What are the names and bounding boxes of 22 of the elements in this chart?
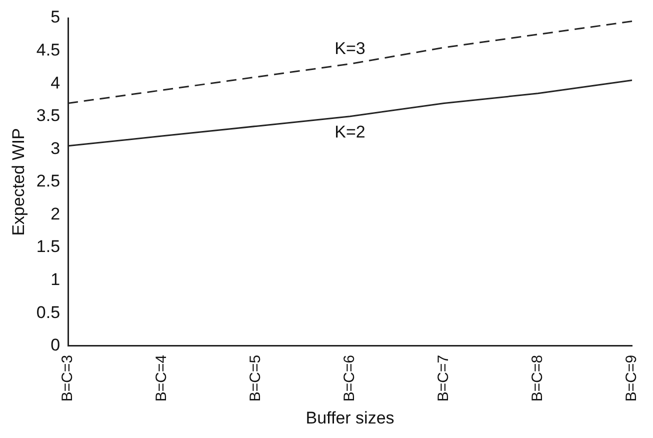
x-tick-label: B=C=6 xyxy=(341,354,358,402)
y-tick-label: 5 xyxy=(50,8,60,27)
series-label: K=2 xyxy=(334,122,366,142)
x-tick-label: B=C=5 xyxy=(247,354,264,402)
y-tick-label: 1.5 xyxy=(36,237,60,256)
y-tick-label: 4 xyxy=(50,73,60,92)
series-label: K=3 xyxy=(334,39,366,58)
x-tick-label: B=C=9 xyxy=(623,354,640,402)
x-tick-label: B=C=7 xyxy=(435,354,452,402)
y-tick-label: 3 xyxy=(50,138,60,158)
x-tick-label: B=C=4 xyxy=(153,354,170,402)
y-axis-title: Expected WIP xyxy=(8,128,28,236)
x-axis-title: Buffer sizes xyxy=(306,408,394,428)
y-tick-label: 0 xyxy=(50,336,60,355)
y-tick-label: 3.5 xyxy=(36,106,60,126)
x-tick-label: B=C=8 xyxy=(529,354,546,402)
x-tick-label: B=C=3 xyxy=(59,354,76,402)
y-tick-label: 4.5 xyxy=(36,40,60,60)
y-tick-label: 2 xyxy=(50,204,60,224)
y-tick-label: 1 xyxy=(50,270,60,290)
y-tick-label: 2.5 xyxy=(36,172,60,191)
y-tick-label: 0.5 xyxy=(36,302,60,322)
